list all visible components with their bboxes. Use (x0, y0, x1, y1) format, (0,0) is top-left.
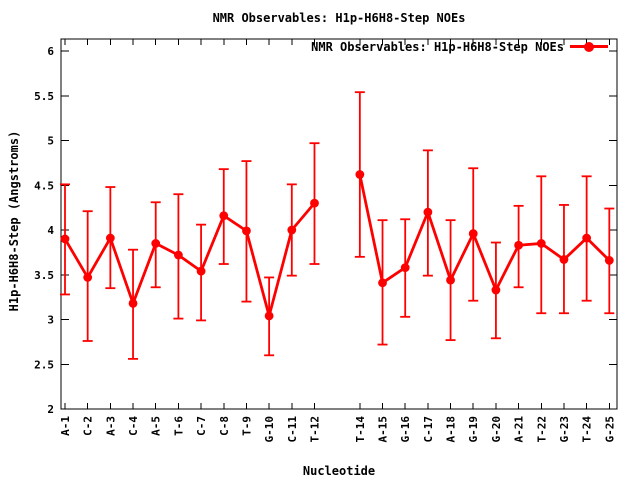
data-point (582, 233, 592, 243)
data-point (514, 240, 523, 250)
x-tick-label: A-3 (104, 416, 117, 436)
data-point (423, 207, 433, 217)
x-axis-ticks: A-1 C-2 A-3 C-4 A-5 T-6 C-7 C-8 T-9 G-10 C-11 T-12 T… (59, 39, 616, 443)
data-point (151, 239, 161, 248)
x-tick-label: C-11 (286, 416, 299, 443)
y-axis-ticks: 2 2.5 3 3.5 4 4.5 5 5.5 6 (34, 45, 617, 416)
data-point (105, 233, 115, 243)
x-tick-label: T-12 (308, 416, 321, 443)
x-tick-label: G-20 (490, 416, 503, 443)
y-tick-label: 3.5 (34, 269, 54, 282)
x-tick-label: A-21 (513, 416, 526, 443)
data-point (355, 170, 365, 179)
x-tick-label: T-14 (354, 416, 367, 443)
y-tick-label: 2 (47, 403, 54, 416)
x-tick-label: T-22 (535, 416, 548, 443)
data-point (83, 273, 93, 282)
y-tick-label: 4.5 (34, 179, 54, 192)
legend-marker-icon (584, 41, 594, 52)
y-tick-label: 5 (47, 135, 54, 148)
data-point (128, 298, 138, 308)
x-tick-label: A-18 (445, 416, 458, 443)
data-point (536, 239, 546, 248)
y-axis-label: H1p-H6H8-Step (Angstroms) (7, 130, 21, 312)
data-point (287, 225, 297, 235)
legend-sample (570, 41, 608, 52)
y-tick-label: 3 (47, 314, 54, 327)
data-point (491, 285, 501, 295)
data-point (468, 229, 478, 238)
x-tick-label: G-19 (467, 416, 480, 443)
plot-border (60, 38, 618, 410)
data-point (559, 255, 569, 264)
x-tick-label: T-9 (240, 416, 253, 436)
x-tick-label: T-24 (581, 416, 594, 443)
y-tick-label: 4 (47, 224, 54, 237)
x-tick-label: C-7 (195, 416, 208, 436)
y-tick-label: 6 (47, 45, 54, 58)
legend-label: NMR Observables: H1p-H6H8-Step NOEs (311, 39, 564, 54)
legend: NMR Observables: H1p-H6H8-Step NOEs (311, 39, 608, 54)
x-tick-label: G-10 (263, 416, 276, 443)
x-tick-label: T-6 (172, 416, 185, 436)
x-tick-label: A-5 (150, 416, 163, 436)
data-point (378, 278, 387, 288)
x-tick-label: C-8 (218, 416, 231, 436)
data-point (219, 211, 229, 221)
x-tick-label: C-4 (127, 416, 140, 436)
data-point (196, 266, 206, 276)
data-line (63, 174, 611, 318)
data-point (446, 275, 455, 285)
data-point (242, 226, 251, 236)
chart-title: NMR Observables: H1p-H6H8-Step NOEs (212, 11, 466, 25)
x-tick-label: C-17 (422, 416, 435, 443)
data-line-segment (358, 174, 611, 292)
data-point (174, 250, 183, 260)
data-point (310, 198, 319, 208)
data-points (60, 170, 614, 321)
y-tick-label: 5.5 (34, 90, 54, 103)
x-tick-label: A-1 (59, 416, 72, 436)
y-tick-label: 2.5 (34, 358, 54, 371)
data-point (264, 311, 274, 321)
x-tick-label: G-25 (603, 416, 616, 443)
x-tick-label: G-23 (558, 416, 571, 443)
x-tick-label: G-16 (399, 416, 412, 443)
error-bars (60, 91, 615, 360)
x-tick-label: C-2 (82, 416, 95, 436)
data-point (604, 256, 614, 265)
data-point (400, 263, 410, 272)
data-line-segment (63, 202, 316, 318)
x-tick-label: A-15 (377, 416, 390, 443)
data-point (60, 234, 70, 244)
x-axis-label: Nucleotide (302, 464, 376, 478)
